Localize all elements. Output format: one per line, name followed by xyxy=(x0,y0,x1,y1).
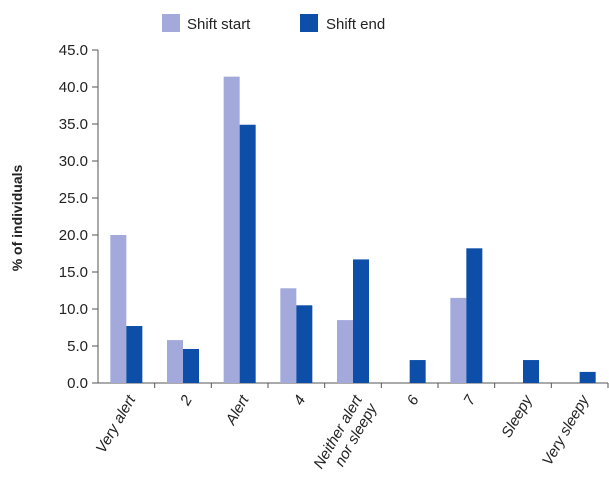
y-tick-label: 30.0 xyxy=(59,153,88,170)
x-tick-label-line: Very sleepy xyxy=(539,391,593,468)
x-tick-label-line: 2 xyxy=(177,392,197,409)
x-tick-label: Sleepy xyxy=(498,391,536,441)
legend-swatch xyxy=(162,14,180,32)
y-tick-label: 20.0 xyxy=(59,227,88,244)
y-tick-label: 40.0 xyxy=(59,79,88,96)
x-tick-label-line: Sleepy xyxy=(498,391,536,441)
bar-shift-start xyxy=(450,297,467,383)
bar-shift-end xyxy=(579,371,596,383)
y-tick-label: 15.0 xyxy=(59,264,88,281)
bar-shift-start xyxy=(167,340,183,383)
legend-label: Shift end xyxy=(326,16,385,33)
bar-shift-end xyxy=(466,248,483,383)
y-tick-label: 35.0 xyxy=(59,116,88,133)
y-tick-label: 45.0 xyxy=(59,42,88,59)
bar-shift-end xyxy=(183,348,199,383)
legend-label: Shift start xyxy=(187,16,251,33)
x-tick-label-line: 4 xyxy=(290,393,309,409)
bar-shift-start xyxy=(337,320,353,383)
x-tick-label: 2 xyxy=(177,392,197,409)
legend-swatch xyxy=(300,14,318,32)
x-tick-label-line: 6 xyxy=(404,392,423,408)
bar-shift-end xyxy=(126,326,143,383)
bar-shift-end xyxy=(409,360,426,383)
y-tick-label: 10.0 xyxy=(59,301,88,318)
x-tick-label-line: Alert xyxy=(222,392,253,429)
bar-shift-start xyxy=(110,235,127,383)
y-tick-label: 25.0 xyxy=(59,190,88,207)
chart-legend: Shift start Shift end xyxy=(162,14,385,33)
bar-shift-end xyxy=(353,259,369,383)
x-tick-label: 6 xyxy=(404,392,423,408)
x-tick-label-line: 7 xyxy=(460,392,479,408)
y-tick-label: 0.0 xyxy=(67,375,88,392)
x-tick-label-line: Very alert xyxy=(93,392,140,456)
chart-bars xyxy=(110,76,596,384)
bar-shift-end xyxy=(523,360,539,383)
x-tick-label: Very sleepy xyxy=(539,391,593,468)
x-tick-label: Very alert xyxy=(93,392,140,456)
y-tick-label: 5.0 xyxy=(67,338,88,355)
bar-shift-end xyxy=(296,305,313,383)
y-axis-label: % of individuals xyxy=(9,165,25,272)
bar-shift-start xyxy=(280,288,297,383)
x-tick-label: 4 xyxy=(290,393,309,409)
x-tick-label: 7 xyxy=(460,392,479,408)
bar-shift-end xyxy=(239,124,256,384)
bar-shift-start xyxy=(223,76,240,383)
x-tick-label: Alert xyxy=(222,392,253,429)
